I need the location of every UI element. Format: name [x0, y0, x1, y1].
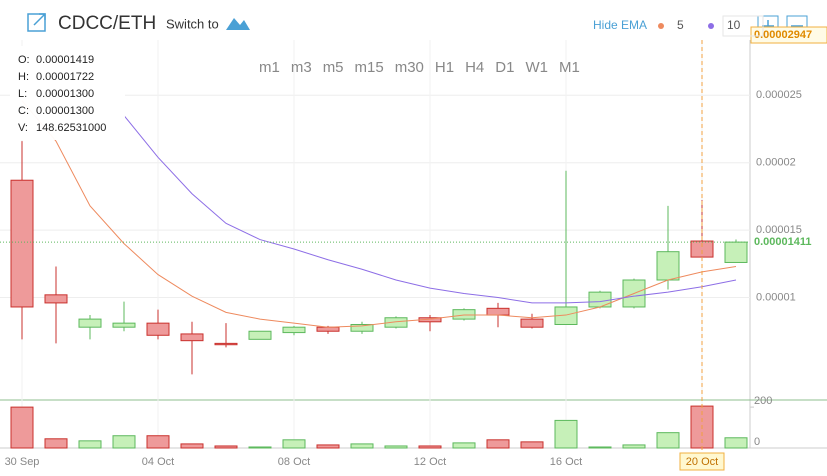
volume-tick-label: 0: [754, 436, 760, 448]
timeframe-button[interactable]: m30: [395, 59, 424, 76]
crosshair-y-label: 0.00002947: [754, 29, 812, 41]
ema-dot: [658, 23, 664, 29]
expand-icon[interactable]: [27, 13, 46, 32]
timeframe-button[interactable]: m15: [355, 59, 384, 76]
switch-icon[interactable]: [226, 18, 250, 30]
hide-ema[interactable]: Hide EMA: [593, 18, 647, 32]
candle-body: [146, 322, 170, 336]
ema-input: [722, 15, 764, 37]
volume-bar: [520, 441, 544, 449]
volume-bar: [44, 438, 68, 449]
volume-bar: [180, 443, 204, 449]
timeframe-button[interactable]: W1: [525, 59, 548, 76]
x-tick-label: 08 Oct: [278, 456, 310, 468]
ema-dot: [708, 23, 714, 29]
candle-body: [724, 241, 748, 263]
tooltip-key: V:: [18, 122, 28, 134]
volume-bar: [350, 443, 374, 449]
tooltip-value: 0.00001300: [36, 105, 94, 117]
overlay: 0.00001411 20 Oct 0.00002947 O: 0.00001419 H:…: [0, 26, 827, 471]
candle-body: [44, 294, 68, 304]
candle-body: [248, 330, 272, 340]
volume-bar: [10, 406, 34, 449]
timeframe-button[interactable]: m1: [259, 59, 280, 76]
candle-body: [350, 323, 374, 332]
candle-body: [486, 307, 510, 316]
tooltip-key: C:: [18, 105, 29, 117]
timeframe-button[interactable]: H1: [435, 59, 454, 76]
x-tick-label: 30 Sep: [5, 456, 40, 468]
tooltip-value: 148.62531000: [36, 122, 106, 134]
volume-bar: [146, 435, 170, 449]
tooltip-value: 0.00001419: [36, 54, 94, 66]
x-tick-label: 04 Oct: [142, 456, 174, 468]
candle-body: [452, 309, 476, 320]
volume-bar: [384, 445, 408, 449]
volume-bar: [554, 419, 578, 449]
tooltip-value: 0.00001300: [36, 88, 94, 100]
crosshair-x-label: 20 Oct: [686, 456, 718, 468]
volume-bar: [724, 437, 748, 449]
candle-body: [10, 179, 34, 308]
candle-body: [112, 322, 136, 328]
icon-arrow: [33, 13, 46, 26]
ema-period: 5: [677, 18, 684, 32]
volume-bar: [418, 445, 442, 449]
volume-bar: [248, 446, 272, 449]
candle-body: [384, 317, 408, 328]
x-tick-label: 16 Oct: [550, 456, 582, 468]
timeframe-button[interactable]: D1: [495, 59, 514, 76]
tooltip-key: O:: [18, 54, 30, 66]
volume-bar: [486, 439, 510, 449]
tooltip-value: 0.00001722: [36, 71, 94, 83]
candle-body: [656, 251, 680, 281]
timeframe-button[interactable]: m5: [323, 59, 344, 76]
ema-line: [21, 100, 737, 328]
volume-bar: [78, 440, 102, 449]
crosshair-x-box: [679, 452, 725, 471]
volume-bar: [622, 444, 646, 449]
volume-bar: [452, 442, 476, 449]
ema-line: [123, 115, 737, 304]
candle-body: [520, 318, 544, 328]
ema-period: 10: [727, 18, 741, 32]
timeframe-button[interactable]: M1: [559, 59, 580, 76]
candle-body: [588, 291, 612, 308]
candle-body: [78, 318, 102, 328]
candle-body: [214, 342, 238, 346]
last-price-label: 0.00001411: [754, 236, 812, 248]
tooltip-key: L:: [18, 88, 27, 100]
candle-body: [282, 326, 306, 334]
timeframe-button[interactable]: H4: [465, 59, 484, 76]
y-tick-label: 0.000015: [756, 224, 802, 236]
tooltip-key: H:: [18, 71, 29, 83]
icon-frame: [27, 13, 46, 32]
y-tick-label: 0.000025: [756, 89, 802, 101]
x-tick-label: 12 Oct: [414, 456, 446, 468]
plot: 0.00001 0.000015 0.00002 0.000025 0 200 30 Sep…: [0, 40, 827, 468]
volume-bar: [214, 445, 238, 449]
volume-bar: [656, 432, 680, 449]
symbol: CDCC/ETH: [58, 13, 156, 34]
crosshair-y-box: [750, 26, 827, 44]
volume-bar: [282, 439, 306, 449]
tooltip-box: [10, 46, 125, 140]
y-tick-label: 0.00001: [756, 291, 796, 303]
switch-label: Switch to: [166, 16, 219, 31]
candle-body: [316, 326, 340, 332]
volume-bar: [112, 435, 136, 449]
volume-bar: [316, 444, 340, 449]
volume-tick-label: 200: [754, 395, 772, 407]
candle-body: [180, 333, 204, 342]
timeframe-button[interactable]: m3: [291, 59, 312, 76]
volume-bar: [588, 446, 612, 449]
y-tick-label: 0.00002: [756, 157, 796, 169]
